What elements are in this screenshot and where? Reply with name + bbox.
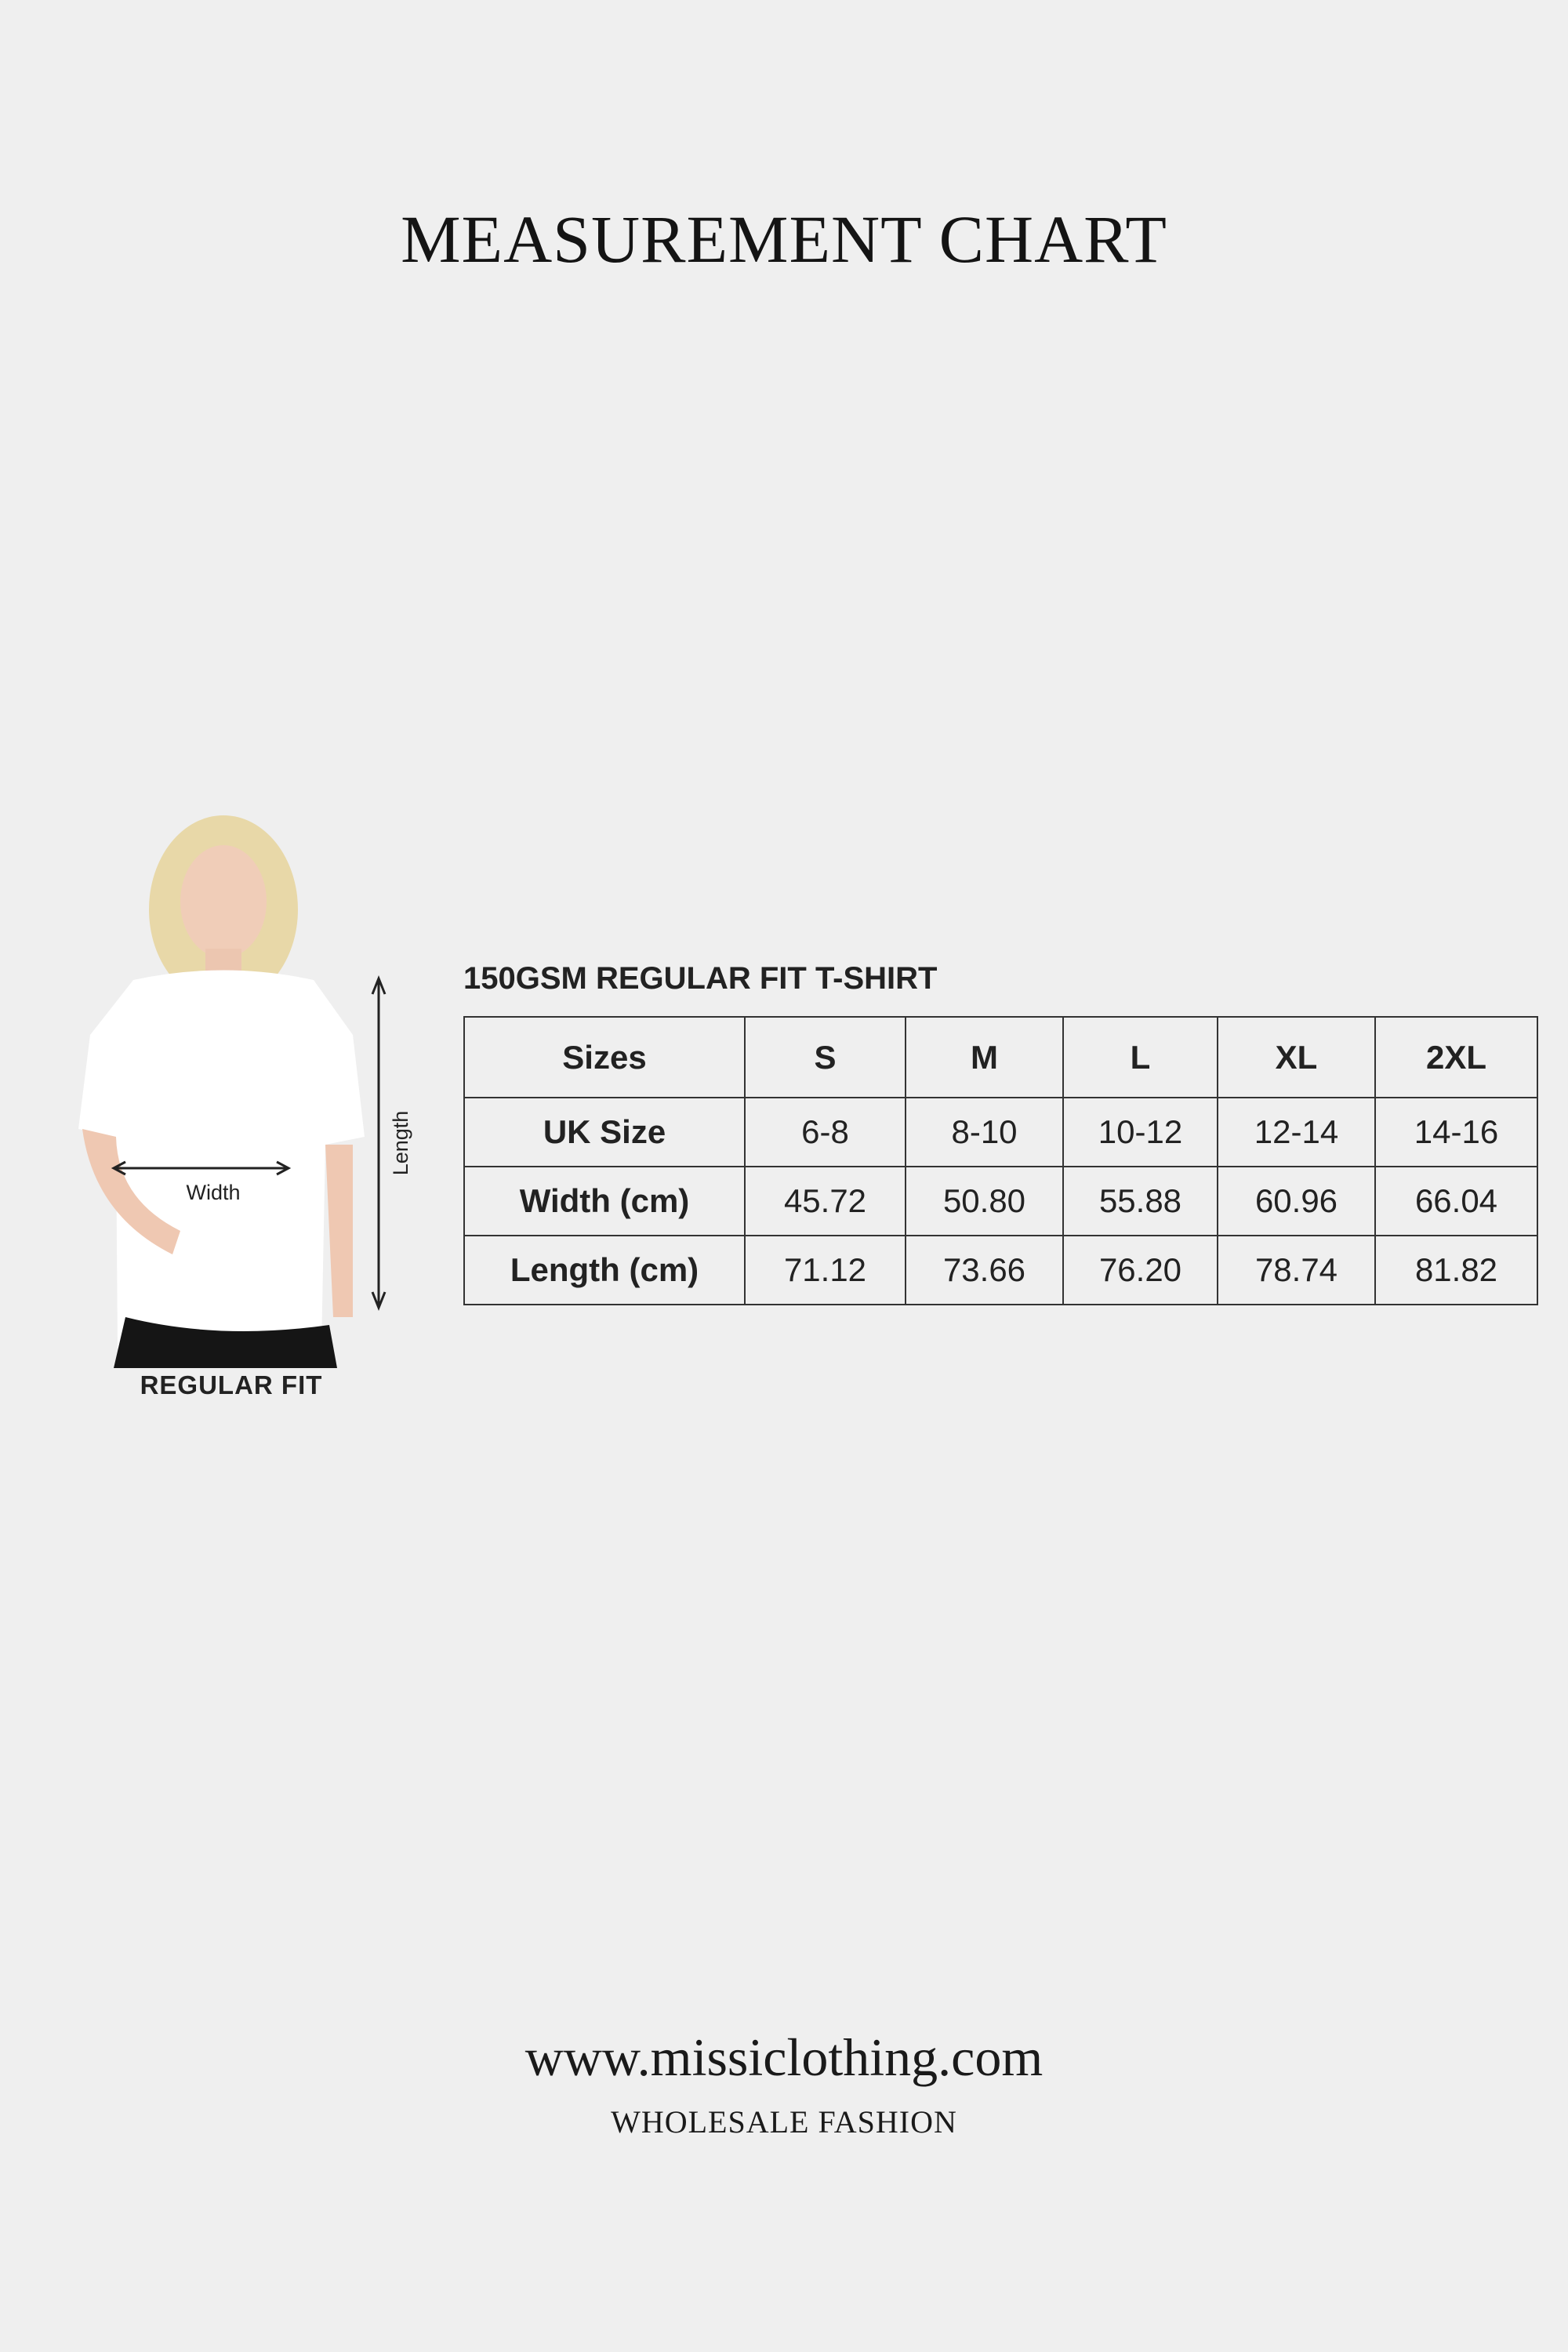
table-cell: 71.12 bbox=[744, 1235, 906, 1305]
table-header-row: Sizes S M L XL 2XL bbox=[463, 1016, 1538, 1098]
table-cell: 66.04 bbox=[1374, 1166, 1538, 1236]
table-cell: 45.72 bbox=[744, 1166, 906, 1236]
width-arrow bbox=[111, 1160, 292, 1176]
table-row: UK Size 6-8 8-10 10-12 12-14 14-16 bbox=[463, 1097, 1538, 1167]
page-title: MEASUREMENT CHART bbox=[401, 201, 1167, 277]
table-title: 150GSM REGULAR FIT T-SHIRT bbox=[463, 961, 938, 996]
header-cell: L bbox=[1062, 1016, 1218, 1098]
table-cell: 78.74 bbox=[1217, 1235, 1376, 1305]
table-cell: 81.82 bbox=[1374, 1235, 1538, 1305]
model-photo: Width Length bbox=[78, 815, 412, 1368]
table-cell: 55.88 bbox=[1062, 1166, 1218, 1236]
size-table: Sizes S M L XL 2XL UK Size 6-8 8-10 10-1… bbox=[463, 1016, 1538, 1305]
table-row: Width (cm) 45.72 50.80 55.88 60.96 66.04 bbox=[463, 1166, 1538, 1236]
tagline: WHOLESALE FASHION bbox=[611, 2104, 957, 2140]
width-label: Width bbox=[186, 1181, 240, 1204]
table-cell: 76.20 bbox=[1062, 1235, 1218, 1305]
length-arrow bbox=[371, 975, 387, 1312]
table-cell: 73.66 bbox=[905, 1235, 1064, 1305]
table-cell: 8-10 bbox=[905, 1097, 1064, 1167]
row-label: Length (cm) bbox=[463, 1235, 746, 1305]
table-cell: 6-8 bbox=[744, 1097, 906, 1167]
header-cell: M bbox=[905, 1016, 1064, 1098]
table-cell: 12-14 bbox=[1217, 1097, 1376, 1167]
row-label: Width (cm) bbox=[463, 1166, 746, 1236]
length-label: Length bbox=[389, 1111, 412, 1176]
header-cell: 2XL bbox=[1374, 1016, 1538, 1098]
header-cell: XL bbox=[1217, 1016, 1376, 1098]
header-cell: S bbox=[744, 1016, 906, 1098]
fit-label: REGULAR FIT bbox=[140, 1370, 323, 1399]
website-url: www.missiclothing.com bbox=[524, 2027, 1044, 2087]
table-cell: 60.96 bbox=[1217, 1166, 1376, 1236]
table-cell: 10-12 bbox=[1062, 1097, 1218, 1167]
table-cell: 50.80 bbox=[905, 1166, 1064, 1236]
table-row: Length (cm) 71.12 73.66 76.20 78.74 81.8… bbox=[463, 1235, 1538, 1305]
row-label: UK Size bbox=[463, 1097, 746, 1167]
table-cell: 14-16 bbox=[1374, 1097, 1538, 1167]
header-cell: Sizes bbox=[463, 1016, 746, 1098]
